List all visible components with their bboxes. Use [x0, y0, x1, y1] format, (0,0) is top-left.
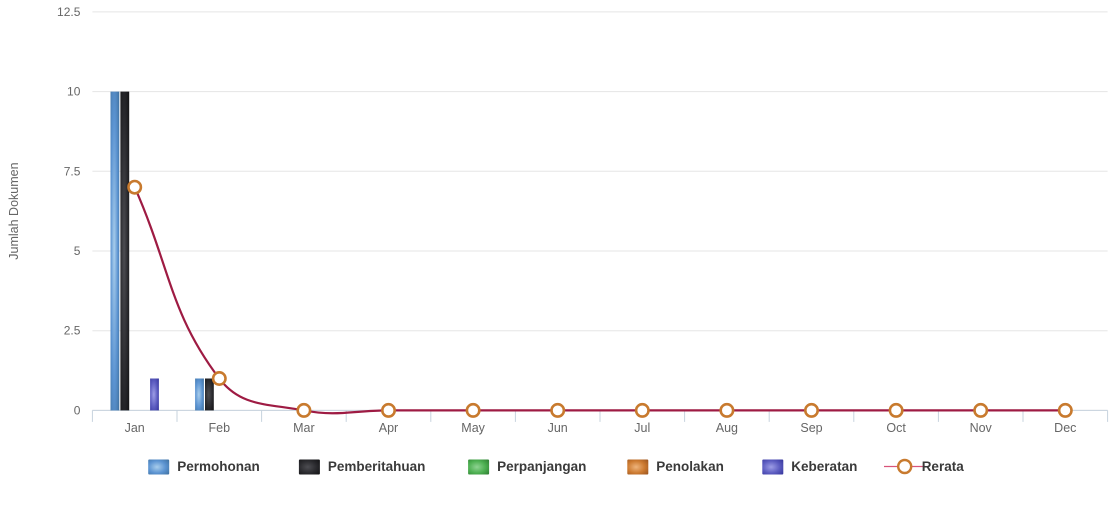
svg-text:Jul: Jul [634, 421, 650, 435]
svg-text:0: 0 [74, 403, 81, 417]
svg-text:Nov: Nov [970, 421, 993, 435]
svg-text:10: 10 [67, 85, 81, 99]
svg-text:Feb: Feb [209, 421, 231, 435]
svg-text:Apr: Apr [379, 421, 398, 435]
svg-text:Penolakan: Penolakan [656, 459, 724, 474]
svg-text:7.5: 7.5 [64, 164, 81, 178]
svg-text:Oct: Oct [886, 421, 906, 435]
svg-text:12.5: 12.5 [57, 5, 81, 19]
svg-text:Jun: Jun [548, 421, 568, 435]
svg-text:Perpanjangan: Perpanjangan [497, 459, 586, 474]
svg-text:Keberatan: Keberatan [791, 459, 857, 474]
svg-text:Rerata: Rerata [922, 459, 965, 474]
svg-text:2.5: 2.5 [64, 324, 81, 338]
svg-text:5: 5 [74, 244, 81, 258]
svg-text:Dec: Dec [1054, 421, 1076, 435]
svg-text:May: May [461, 421, 485, 435]
svg-text:Pemberitahuan: Pemberitahuan [328, 459, 426, 474]
svg-text:Jan: Jan [125, 421, 145, 435]
svg-text:Jumlah Dokumen: Jumlah Dokumen [7, 162, 21, 259]
svg-text:Aug: Aug [716, 421, 738, 435]
svg-text:Permohonan: Permohonan [177, 459, 260, 474]
svg-text:Sep: Sep [800, 421, 822, 435]
svg-text:Mar: Mar [293, 421, 315, 435]
